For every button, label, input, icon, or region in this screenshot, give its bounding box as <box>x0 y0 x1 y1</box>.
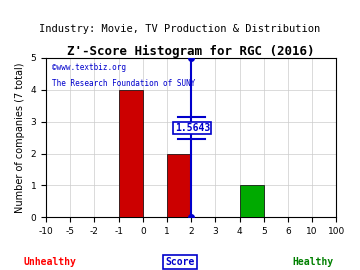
Text: Score: Score <box>165 257 195 267</box>
Bar <box>118 90 143 217</box>
Bar <box>240 185 264 217</box>
Text: ©www.textbiz.org: ©www.textbiz.org <box>52 63 126 72</box>
Y-axis label: Number of companies (7 total): Number of companies (7 total) <box>15 62 25 213</box>
Bar <box>167 154 191 217</box>
Text: The Research Foundation of SUNY: The Research Foundation of SUNY <box>52 79 195 87</box>
Text: 1.5643: 1.5643 <box>175 123 210 133</box>
Text: Industry: Movie, TV Production & Distribution: Industry: Movie, TV Production & Distrib… <box>39 24 321 34</box>
Title: Z'-Score Histogram for RGC (2016): Z'-Score Histogram for RGC (2016) <box>67 45 315 58</box>
Text: Unhealthy: Unhealthy <box>24 257 77 267</box>
Text: Healthy: Healthy <box>293 257 334 267</box>
